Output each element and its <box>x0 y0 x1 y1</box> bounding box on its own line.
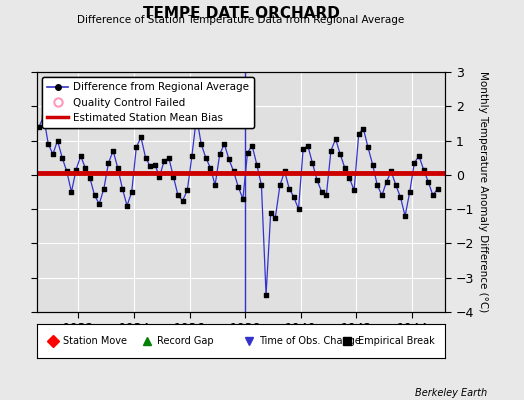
Point <box>280 168 289 175</box>
Point <box>188 153 196 159</box>
Point <box>146 163 155 170</box>
Point <box>257 182 266 188</box>
Point <box>141 154 150 161</box>
Text: Record Gap: Record Gap <box>157 336 214 346</box>
Point <box>271 214 279 221</box>
Point <box>345 175 354 182</box>
Point <box>67 189 75 195</box>
Point <box>355 130 363 137</box>
Point <box>322 192 331 199</box>
Point <box>248 142 256 149</box>
Point <box>234 184 243 190</box>
Point <box>62 168 71 175</box>
Point <box>336 151 344 158</box>
Point <box>211 182 219 188</box>
Point <box>253 161 261 168</box>
Point <box>206 165 215 171</box>
Point <box>294 206 303 212</box>
Text: Difference of Station Temperature Data from Regional Average: Difference of Station Temperature Data f… <box>78 15 405 25</box>
Text: Empirical Break: Empirical Break <box>357 336 434 346</box>
Point <box>202 154 210 161</box>
Point <box>299 146 307 152</box>
Point <box>95 201 103 207</box>
Point <box>290 194 298 200</box>
Point <box>378 192 386 199</box>
Point <box>39 113 48 120</box>
Point <box>151 161 159 168</box>
Point <box>49 151 57 158</box>
Legend: Difference from Regional Average, Quality Control Failed, Estimated Station Mean: Difference from Regional Average, Qualit… <box>42 77 254 128</box>
Point <box>169 173 178 180</box>
Point <box>72 166 80 173</box>
Point <box>225 156 233 163</box>
Point <box>368 161 377 168</box>
Point <box>308 160 316 166</box>
Point <box>415 153 423 159</box>
Point <box>406 189 414 195</box>
Point <box>267 209 275 216</box>
Point <box>174 192 182 199</box>
Point <box>364 144 372 151</box>
Point <box>86 175 94 182</box>
Point <box>132 144 140 151</box>
Point <box>179 197 187 204</box>
Y-axis label: Monthly Temperature Anomaly Difference (°C): Monthly Temperature Anomaly Difference (… <box>478 71 488 313</box>
Point <box>155 173 163 180</box>
Text: Berkeley Earth: Berkeley Earth <box>415 388 487 398</box>
Point <box>401 213 409 219</box>
Point <box>58 154 67 161</box>
Point <box>243 149 252 156</box>
Point <box>100 185 108 192</box>
Point <box>192 113 201 120</box>
Point <box>327 148 335 154</box>
Point <box>359 125 367 132</box>
Point <box>387 168 396 175</box>
Point <box>183 187 191 194</box>
Point <box>118 185 127 192</box>
Point <box>341 165 349 171</box>
Point <box>313 177 321 183</box>
Point <box>419 166 428 173</box>
Point <box>429 192 437 199</box>
Point <box>230 168 238 175</box>
Point <box>303 142 312 149</box>
Point <box>44 141 52 147</box>
Point <box>81 165 90 171</box>
Point <box>318 189 326 195</box>
Point <box>391 182 400 188</box>
Text: Time of Obs. Change: Time of Obs. Change <box>259 336 362 346</box>
Point <box>197 141 205 147</box>
Point <box>396 194 405 200</box>
Point <box>276 182 284 188</box>
Point <box>123 202 131 209</box>
Point <box>91 192 99 199</box>
Point <box>285 185 293 192</box>
Point <box>424 178 432 185</box>
Point <box>53 137 62 144</box>
Point <box>410 160 419 166</box>
Point <box>239 196 247 202</box>
Text: TEMPE DATE ORCHARD: TEMPE DATE ORCHARD <box>143 6 340 21</box>
Point <box>433 185 442 192</box>
Point <box>104 160 113 166</box>
Point <box>383 178 391 185</box>
Point <box>127 189 136 195</box>
Point <box>77 153 85 159</box>
Point <box>160 158 168 164</box>
Point <box>373 182 381 188</box>
Point <box>220 141 228 147</box>
Point <box>331 136 340 142</box>
Point <box>165 154 173 161</box>
Point <box>114 165 122 171</box>
Point <box>35 124 43 130</box>
Point <box>215 151 224 158</box>
Point <box>262 292 270 298</box>
Point <box>350 187 358 194</box>
Text: Station Move: Station Move <box>63 336 127 346</box>
Point <box>137 134 145 140</box>
Point <box>109 148 117 154</box>
